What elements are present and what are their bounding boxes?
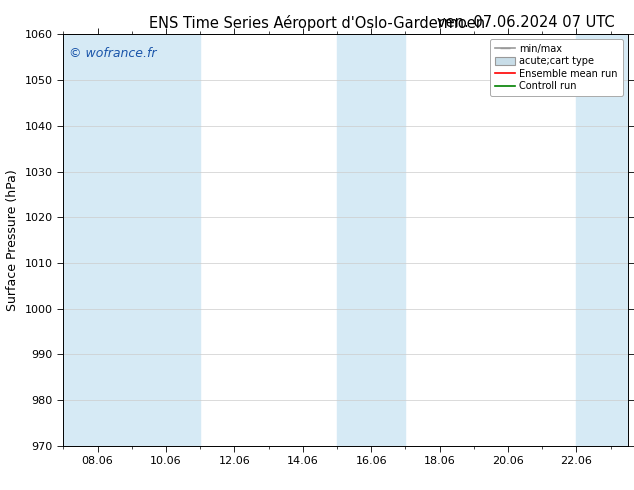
Legend: min/max, acute;cart type, Ensemble mean run, Controll run: min/max, acute;cart type, Ensemble mean … bbox=[490, 39, 623, 96]
Bar bbox=[132, 34, 200, 446]
Bar bbox=[63, 34, 132, 446]
Text: © wofrance.fr: © wofrance.fr bbox=[69, 47, 157, 60]
Text: ven. 07.06.2024 07 UTC: ven. 07.06.2024 07 UTC bbox=[437, 15, 615, 30]
Bar bbox=[576, 34, 628, 446]
Bar bbox=[337, 34, 405, 446]
Y-axis label: Surface Pressure (hPa): Surface Pressure (hPa) bbox=[6, 169, 19, 311]
Text: ENS Time Series Aéroport d'Oslo-Gardermoen: ENS Time Series Aéroport d'Oslo-Gardermo… bbox=[149, 15, 485, 31]
